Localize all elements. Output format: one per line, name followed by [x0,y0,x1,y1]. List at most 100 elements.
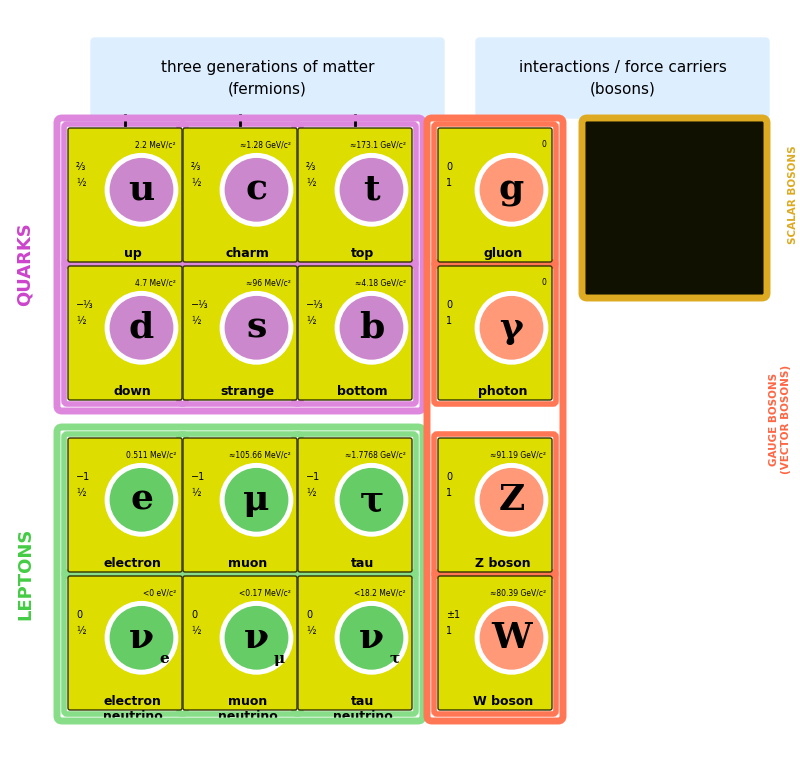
Text: ≈105.66 MeV/c²: ≈105.66 MeV/c² [230,450,291,459]
Text: ±1: ±1 [446,610,460,620]
Text: electron: electron [104,557,162,570]
Text: Z boson: Z boson [475,557,530,570]
Circle shape [219,601,294,675]
Circle shape [110,158,174,222]
Text: top: top [351,247,374,260]
Text: b: b [359,311,384,345]
FancyBboxPatch shape [438,128,552,262]
FancyBboxPatch shape [438,266,552,400]
Text: ½: ½ [191,178,201,188]
Circle shape [225,606,288,669]
Text: ⅔: ⅔ [76,162,86,172]
Text: bottom: bottom [338,385,388,398]
Text: ½: ½ [76,316,86,326]
Circle shape [110,468,174,532]
Circle shape [474,153,549,226]
FancyBboxPatch shape [438,438,552,572]
Text: up: up [124,247,142,260]
Text: three generations of matter
(fermions): three generations of matter (fermions) [161,60,374,96]
Text: μ: μ [274,652,285,666]
Text: ½: ½ [76,626,86,636]
Text: down: down [114,385,151,398]
Text: higgs: higgs [658,272,697,285]
FancyBboxPatch shape [298,576,412,710]
Circle shape [105,601,178,675]
Text: ½: ½ [306,488,315,498]
Text: photon: photon [478,385,527,398]
Text: 0.511 MeV/c²: 0.511 MeV/c² [126,450,176,459]
Text: GAUGE BOSONS
(VECTOR BOSONS): GAUGE BOSONS (VECTOR BOSONS) [769,364,791,474]
Text: 0: 0 [601,193,607,203]
Circle shape [225,158,288,222]
Text: ≈1.7768 GeV/c²: ≈1.7768 GeV/c² [345,450,406,459]
Text: ≈4.18 GeV/c²: ≈4.18 GeV/c² [355,278,406,287]
FancyBboxPatch shape [68,576,182,710]
Circle shape [110,606,174,669]
Circle shape [105,153,178,226]
Text: 0: 0 [76,610,82,620]
Circle shape [474,601,549,675]
Text: <0.17 MeV/c²: <0.17 MeV/c² [239,588,291,597]
FancyBboxPatch shape [476,38,769,118]
Circle shape [474,291,549,365]
Circle shape [105,291,178,365]
Text: ≈173.1 GeV/c²: ≈173.1 GeV/c² [350,140,406,149]
FancyBboxPatch shape [91,38,444,118]
Text: H: H [672,193,706,226]
Circle shape [334,291,408,365]
Text: W boson: W boson [473,695,533,708]
FancyBboxPatch shape [298,266,412,400]
Text: 0: 0 [306,610,312,620]
Text: 1: 1 [446,626,452,636]
Text: 0: 0 [541,140,546,149]
Text: ν: ν [359,621,384,655]
FancyBboxPatch shape [183,266,297,400]
Circle shape [219,153,294,226]
Text: μ: μ [243,483,270,517]
Circle shape [340,296,403,360]
Text: τ: τ [359,483,384,517]
Text: ν: ν [244,621,269,655]
Text: −⅓: −⅓ [76,300,94,310]
Circle shape [219,463,294,537]
Text: −⅓: −⅓ [306,300,324,310]
Circle shape [480,606,543,669]
Text: c: c [246,173,267,207]
Circle shape [474,463,549,537]
Circle shape [334,153,408,226]
FancyBboxPatch shape [593,143,742,287]
Circle shape [340,158,403,222]
FancyBboxPatch shape [68,266,182,400]
Text: e: e [159,652,169,666]
FancyBboxPatch shape [438,576,552,710]
Text: −⅓: −⅓ [191,300,209,310]
Text: tau
neutrino: tau neutrino [333,695,393,723]
Text: s: s [246,311,266,345]
Text: d: d [129,311,154,345]
Text: t: t [363,173,380,207]
Circle shape [225,296,288,360]
Circle shape [105,463,178,537]
Text: ½: ½ [306,626,315,636]
Circle shape [480,296,543,360]
FancyBboxPatch shape [183,128,297,262]
Text: ½: ½ [306,316,315,326]
Text: γ: γ [499,311,523,345]
FancyBboxPatch shape [298,438,412,572]
Text: ½: ½ [76,488,86,498]
Text: ⅔: ⅔ [306,162,315,172]
Text: 0: 0 [446,162,452,172]
Text: ½: ½ [191,316,201,326]
Circle shape [480,468,543,532]
Text: τ: τ [389,652,399,666]
Text: ≈1.28 GeV/c²: ≈1.28 GeV/c² [240,140,291,149]
Text: ≈91.19 GeV/c²: ≈91.19 GeV/c² [490,450,546,459]
Text: u: u [128,173,154,207]
Text: ½: ½ [76,178,86,188]
Circle shape [110,296,174,360]
Text: 1: 1 [446,178,452,188]
Text: charm: charm [226,247,270,260]
Text: gluon: gluon [483,247,522,260]
Text: 0: 0 [601,177,607,187]
Circle shape [225,468,288,532]
